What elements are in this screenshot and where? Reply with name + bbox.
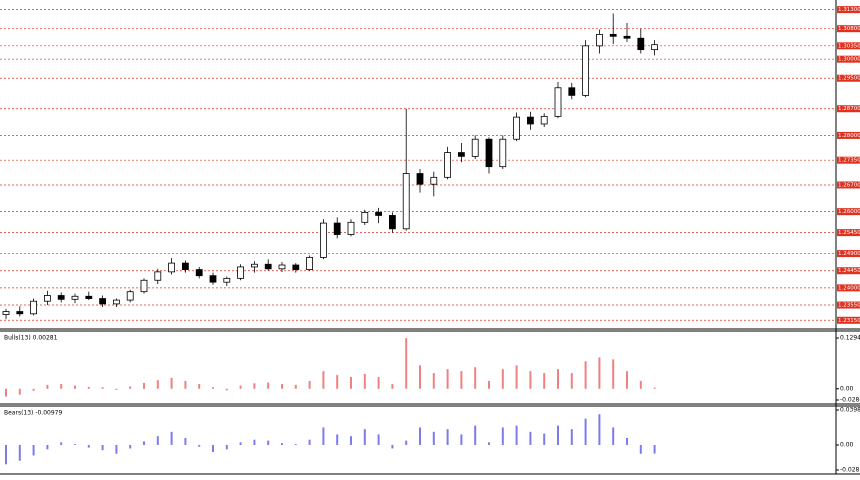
candle-body bbox=[513, 116, 520, 140]
candle-body bbox=[361, 212, 369, 223]
level-label: 1.31300 bbox=[838, 7, 860, 13]
level-label-box bbox=[837, 55, 860, 63]
level-label: 1.26000 bbox=[838, 209, 860, 215]
level-label: 1.26700 bbox=[838, 182, 860, 188]
candle-body bbox=[582, 45, 589, 96]
level-label-box bbox=[837, 25, 860, 33]
level-label: 1.29500 bbox=[838, 76, 860, 82]
candle-body bbox=[278, 264, 286, 270]
candle-body bbox=[99, 298, 106, 305]
candle-body bbox=[16, 311, 24, 315]
candle-body bbox=[637, 37, 645, 51]
candle-body bbox=[402, 173, 410, 230]
level-label-box bbox=[837, 229, 860, 237]
level-label-box bbox=[837, 250, 860, 258]
level-label-box bbox=[837, 284, 860, 292]
candle-body bbox=[57, 295, 65, 300]
level-label: 1.30350 bbox=[838, 43, 860, 49]
candle-body bbox=[209, 275, 217, 283]
candle-body bbox=[499, 138, 507, 168]
level-label-box bbox=[837, 156, 860, 164]
level-label-box bbox=[837, 6, 860, 14]
candle-body bbox=[485, 138, 493, 168]
y-tick-label: 0.03981 bbox=[840, 407, 860, 414]
level-label: 1.30000 bbox=[838, 57, 860, 63]
candle-body bbox=[126, 291, 134, 301]
y-tick-label: 0.12949 bbox=[840, 335, 860, 342]
candle-body bbox=[154, 271, 162, 281]
candle-body bbox=[540, 115, 548, 125]
candle-body bbox=[347, 221, 355, 235]
level-label: 1.27350 bbox=[838, 158, 860, 164]
candle-body bbox=[596, 34, 603, 47]
candle-body bbox=[168, 262, 176, 273]
level-label-box bbox=[837, 267, 860, 275]
candle-body bbox=[195, 269, 203, 277]
candle-body bbox=[430, 176, 438, 185]
candle-body bbox=[264, 263, 272, 270]
level-label: 1.30800 bbox=[838, 26, 860, 32]
candle-body bbox=[623, 35, 631, 39]
candle-body bbox=[292, 264, 300, 270]
level-label-box bbox=[837, 42, 860, 50]
candle-body bbox=[30, 300, 38, 315]
candle-body bbox=[85, 295, 93, 299]
level-label-box bbox=[837, 208, 860, 216]
level-label: 1.24000 bbox=[838, 285, 860, 291]
candle-body bbox=[333, 222, 341, 235]
candle-body bbox=[71, 295, 79, 300]
y-tick-label: -0.0286 bbox=[840, 397, 860, 404]
candle-body bbox=[568, 87, 576, 96]
candle-body bbox=[223, 277, 231, 283]
y-tick-label: -0.02850 bbox=[840, 467, 860, 474]
candle-body bbox=[457, 152, 465, 157]
candle-body bbox=[140, 279, 148, 293]
candle-body bbox=[44, 295, 51, 302]
level-label: 1.24900 bbox=[838, 251, 860, 257]
bears-title: Bears(13) -0.00979 bbox=[4, 410, 62, 417]
candle-body bbox=[181, 262, 189, 270]
candle-body bbox=[554, 87, 562, 117]
level-label-box bbox=[837, 301, 860, 309]
level-label: 1.28700 bbox=[838, 106, 860, 112]
candle-body bbox=[306, 256, 314, 270]
level-label: 1.23550 bbox=[838, 303, 860, 309]
candle-body bbox=[444, 152, 452, 178]
level-label: 1.24450 bbox=[838, 268, 860, 274]
candle-body bbox=[319, 222, 327, 258]
level-label: 1.23150 bbox=[838, 318, 860, 324]
y-tick-label: 0.00 bbox=[840, 385, 854, 392]
candle-body bbox=[375, 212, 383, 216]
candle-body bbox=[2, 311, 10, 315]
level-label-box bbox=[837, 316, 860, 324]
candle-body bbox=[651, 44, 658, 51]
candle-body bbox=[250, 263, 258, 268]
candle-body bbox=[416, 173, 424, 185]
candle-body bbox=[471, 138, 479, 157]
level-label-box bbox=[837, 131, 860, 139]
level-label-box bbox=[837, 105, 860, 113]
candle-body bbox=[527, 116, 534, 125]
level-label-box bbox=[837, 74, 860, 82]
candle-body bbox=[113, 299, 120, 305]
candle-body bbox=[609, 34, 617, 37]
level-label: 1.28000 bbox=[838, 133, 860, 139]
y-tick-label: 0.00 bbox=[840, 441, 854, 448]
level-label: 1.25450 bbox=[838, 230, 860, 236]
bulls-title: Bulls(13) 0.00281 bbox=[4, 335, 58, 342]
candle-body bbox=[388, 215, 396, 230]
candle-body bbox=[237, 266, 245, 279]
level-label-box bbox=[837, 181, 860, 189]
